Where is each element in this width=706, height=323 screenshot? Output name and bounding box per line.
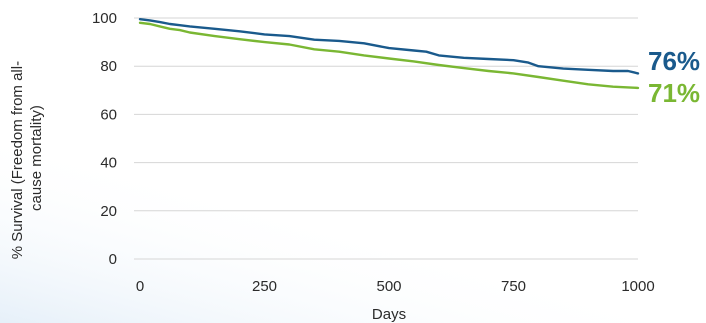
y-axis-title-line-1: % Survival (Freedom from all- (9, 61, 26, 259)
x-tick-label: 500 (376, 278, 401, 295)
series-line-1 (138, 18, 640, 75)
x-tick-label: 1000 (621, 278, 654, 295)
y-tick-label: 80 (100, 58, 117, 75)
series-line-2 (138, 21, 640, 90)
y-tick-label: 100 (92, 10, 117, 27)
y-axis-title-line-2: cause mortality) (28, 105, 45, 211)
end-labels: 76%71% (648, 46, 700, 108)
series-end-label-2: 71% (648, 78, 700, 108)
x-axis-title: Days (372, 306, 406, 323)
x-tick-label: 0 (136, 278, 144, 295)
y-tick-label: 0 (109, 251, 117, 268)
y-tick-label: 40 (100, 155, 117, 172)
x-tick-label: 750 (501, 278, 526, 295)
y-axis-title: % Survival (Freedom from all- cause mort… (9, 57, 45, 260)
y-tick-label: 20 (100, 203, 117, 220)
series-end-label-1: 76% (648, 46, 700, 76)
y-tick-label: 60 (100, 106, 117, 123)
gridlines (134, 17, 638, 260)
series-lines (138, 18, 640, 90)
x-tick-label: 250 (252, 278, 277, 295)
